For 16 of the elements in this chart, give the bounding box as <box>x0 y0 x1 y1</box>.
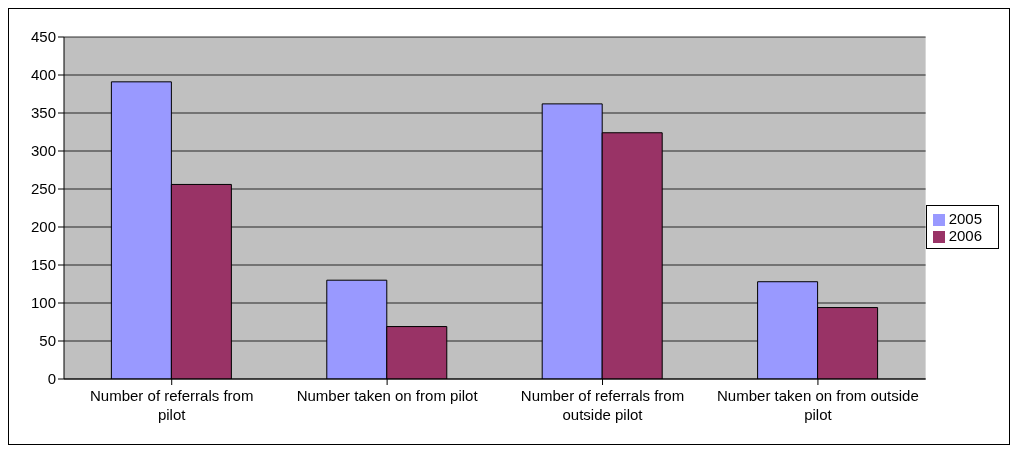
legend-label: 2006 <box>948 226 982 244</box>
y-tick-label: 250 <box>30 180 56 198</box>
x-tick-label: Number of referrals from pilot <box>90 387 254 423</box>
y-tick-label: 350 <box>30 104 56 122</box>
y-tick-label: 200 <box>30 218 56 236</box>
y-tick-label: 50 <box>39 332 56 350</box>
y-tick-label: 0 <box>47 370 56 388</box>
x-tick-label: Number taken on from outside pilot <box>717 387 919 423</box>
x-tick-label: Number of referrals from outside pilot <box>520 387 685 423</box>
y-tick-label: 100 <box>30 294 56 312</box>
x-tick-label: Number taken on from pilot <box>296 387 479 404</box>
y-tick-label: 400 <box>30 66 56 84</box>
legend-label: 2005 <box>948 209 982 227</box>
y-tick-label: 150 <box>30 256 56 274</box>
y-tick-label: 450 <box>30 28 56 46</box>
y-tick-label: 300 <box>30 142 56 160</box>
